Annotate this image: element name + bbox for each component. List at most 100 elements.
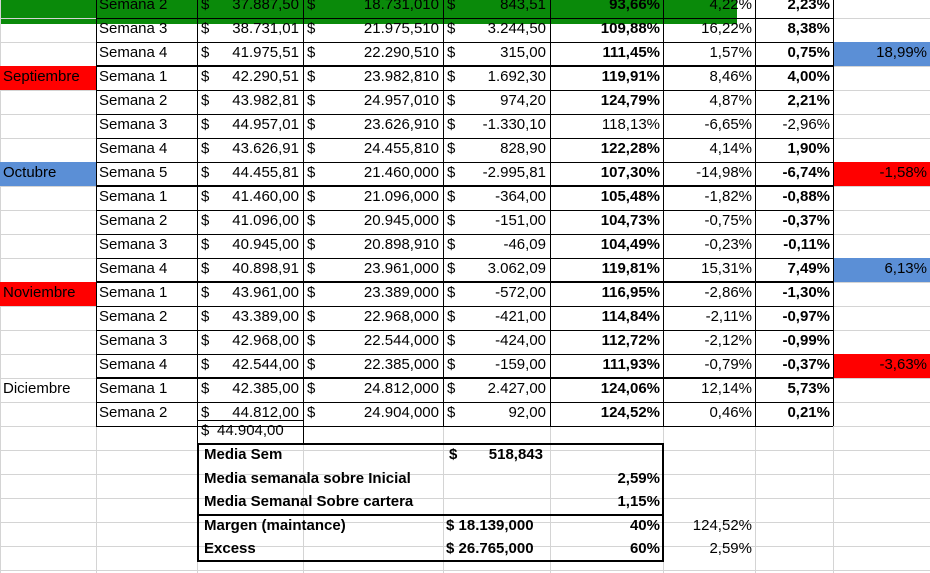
margin-cell[interactable]: $22.290,510 <box>303 42 443 66</box>
margin-cell[interactable]: $22.544,000 <box>303 330 443 354</box>
margin-cell[interactable]: $21.096,000 <box>303 186 443 210</box>
month-label-cell[interactable] <box>0 402 96 426</box>
summary-excess-pct[interactable]: 60% <box>629 540 660 557</box>
month-label-cell[interactable]: Diciembre <box>3 380 71 397</box>
pnl-cell[interactable]: $2.427,00 <box>443 378 550 402</box>
weekly-change-cell[interactable]: -14,98% <box>696 164 752 181</box>
week-cell[interactable]: Semana 1 <box>99 284 168 301</box>
pct-initial-cell[interactable]: 107,30% <box>600 164 660 181</box>
capital-cell[interactable]: $43.626,91 <box>197 138 303 162</box>
week-cell[interactable]: Semana 4 <box>99 140 168 157</box>
month-label-cell[interactable] <box>0 138 96 162</box>
pnl-cell[interactable]: $974,20 <box>443 90 550 114</box>
summary-excess-extra[interactable]: 2,59% <box>709 540 752 557</box>
pct-initial-cell[interactable]: 93,66% <box>609 0 660 13</box>
week-cell[interactable]: Semana 2 <box>99 404 168 421</box>
cumulative-cell[interactable]: 1,90% <box>787 140 830 157</box>
capital-cell[interactable]: $37.887,50 <box>197 0 303 18</box>
pct-initial-cell[interactable]: 104,73% <box>600 212 660 229</box>
weekly-change-cell[interactable]: 1,57% <box>709 44 752 61</box>
weekly-change-cell[interactable]: 16,22% <box>701 20 752 37</box>
capital-cell[interactable]: $40.945,00 <box>197 234 303 258</box>
margin-cell[interactable]: $24.904,000 <box>303 402 443 426</box>
summary-media-sem-label[interactable]: Media Sem <box>204 446 283 463</box>
week-cell[interactable]: Semana 1 <box>99 188 168 205</box>
week-cell[interactable]: Semana 1 <box>99 68 168 85</box>
week-cell[interactable]: Semana 3 <box>99 236 168 253</box>
pct-initial-cell[interactable]: 124,79% <box>600 92 660 109</box>
pnl-cell[interactable]: $ -151,00 <box>443 210 550 234</box>
monthly-result-cell[interactable]: -3,63% <box>833 354 930 378</box>
capital-cell[interactable]: $42.290,51 <box>197 66 303 90</box>
summary-media-inicial-value[interactable]: 2,59% <box>617 470 660 487</box>
month-label-cell[interactable]: Septiembre <box>0 66 96 90</box>
capital-cell[interactable]: $41.975,51 <box>197 42 303 66</box>
pct-initial-cell[interactable]: 116,95% <box>601 284 660 301</box>
weekly-change-cell[interactable]: -1,82% <box>704 188 752 205</box>
pct-initial-cell[interactable]: 111,93% <box>602 356 660 373</box>
monthly-result-cell[interactable]: 6,13% <box>833 258 930 282</box>
pct-initial-cell[interactable]: 114,84% <box>601 308 660 325</box>
pct-initial-cell[interactable]: 122,28% <box>600 140 660 157</box>
pnl-cell[interactable]: $843,51 <box>443 0 550 18</box>
summary-media-cartera-value[interactable]: 1,15% <box>617 493 660 510</box>
monthly-result-cell[interactable] <box>833 330 930 354</box>
margin-cell[interactable]: $21.460,000 <box>303 162 443 186</box>
weekly-change-cell[interactable]: -0,79% <box>704 356 752 373</box>
cumulative-cell[interactable]: -0,88% <box>782 188 830 205</box>
cumulative-cell[interactable]: 7,49% <box>787 260 830 277</box>
capital-cell[interactable]: $42.968,00 <box>197 330 303 354</box>
week-cell[interactable]: Semana 3 <box>99 332 168 349</box>
monthly-result-cell[interactable]: -1,58% <box>833 162 930 186</box>
pnl-cell[interactable]: $3.062,09 <box>443 258 550 282</box>
monthly-result-cell[interactable] <box>833 234 930 258</box>
margin-cell[interactable]: $24.455,810 <box>303 138 443 162</box>
pnl-cell[interactable]: $ -2.995,81 <box>443 162 550 186</box>
monthly-result-cell[interactable]: 18,99% <box>833 42 930 66</box>
cumulative-cell[interactable]: 2,21% <box>787 92 830 109</box>
pnl-cell[interactable]: $828,90 <box>443 138 550 162</box>
month-label-cell[interactable]: Octubre <box>0 162 96 186</box>
summary-media-sem-value[interactable]: 518,843 <box>488 446 543 463</box>
month-label-cell[interactable] <box>0 330 96 354</box>
pnl-cell[interactable]: $ -1.330,10 <box>443 114 550 138</box>
week-cell[interactable]: Semana 2 <box>99 308 168 325</box>
weekly-change-cell[interactable]: 4,22% <box>709 0 752 13</box>
capital-cell[interactable]: $38.731,01 <box>197 18 303 42</box>
capital-cell[interactable]: $41.460,00 <box>197 186 303 210</box>
week-cell[interactable]: Semana 2 <box>99 212 168 229</box>
weekly-change-cell[interactable]: -0,75% <box>704 212 752 229</box>
cumulative-cell[interactable]: -6,74% <box>782 164 830 181</box>
cumulative-cell[interactable]: -0,99% <box>782 332 830 349</box>
week-cell[interactable]: Semana 3 <box>99 20 168 37</box>
monthly-result-cell[interactable] <box>833 138 930 162</box>
pct-initial-cell[interactable]: 119,81% <box>601 260 660 277</box>
week-cell[interactable]: Semana 2 <box>99 92 168 109</box>
monthly-result-cell[interactable] <box>833 90 930 114</box>
monthly-result-cell[interactable] <box>833 210 930 234</box>
cumulative-cell[interactable]: 0,21% <box>787 404 830 421</box>
pct-initial-cell[interactable]: 118,13% <box>601 116 660 133</box>
month-label-cell[interactable] <box>0 210 96 234</box>
weekly-change-cell[interactable]: -2,11% <box>705 308 752 325</box>
cumulative-cell[interactable]: -0,11% <box>783 236 830 253</box>
monthly-result-cell[interactable] <box>833 378 930 402</box>
cumulative-cell[interactable]: -2,96% <box>782 116 830 133</box>
pct-initial-cell[interactable]: 124,06% <box>600 380 660 397</box>
weekly-change-cell[interactable]: 8,46% <box>709 68 752 85</box>
pnl-cell[interactable]: $ -159,00 <box>443 354 550 378</box>
monthly-result-cell[interactable] <box>833 402 930 426</box>
week-cell[interactable]: Semana 1 <box>99 380 168 397</box>
month-label-cell[interactable] <box>0 114 96 138</box>
pct-initial-cell[interactable]: 104,49% <box>600 236 660 253</box>
margin-cell[interactable]: $18.731,010 <box>303 0 443 18</box>
month-label-cell[interactable] <box>0 234 96 258</box>
cumulative-cell[interactable]: -0,37% <box>782 212 830 229</box>
margin-cell[interactable]: $23.626,910 <box>303 114 443 138</box>
cumulative-cell[interactable]: -0,37% <box>782 356 830 373</box>
monthly-result-cell[interactable] <box>833 306 930 330</box>
capital-cell[interactable]: $40.898,91 <box>197 258 303 282</box>
week-cell[interactable]: Semana 3 <box>99 116 168 133</box>
weekly-change-cell[interactable]: -0,23% <box>704 236 752 253</box>
capital-cell[interactable]: $42.544,00 <box>197 354 303 378</box>
